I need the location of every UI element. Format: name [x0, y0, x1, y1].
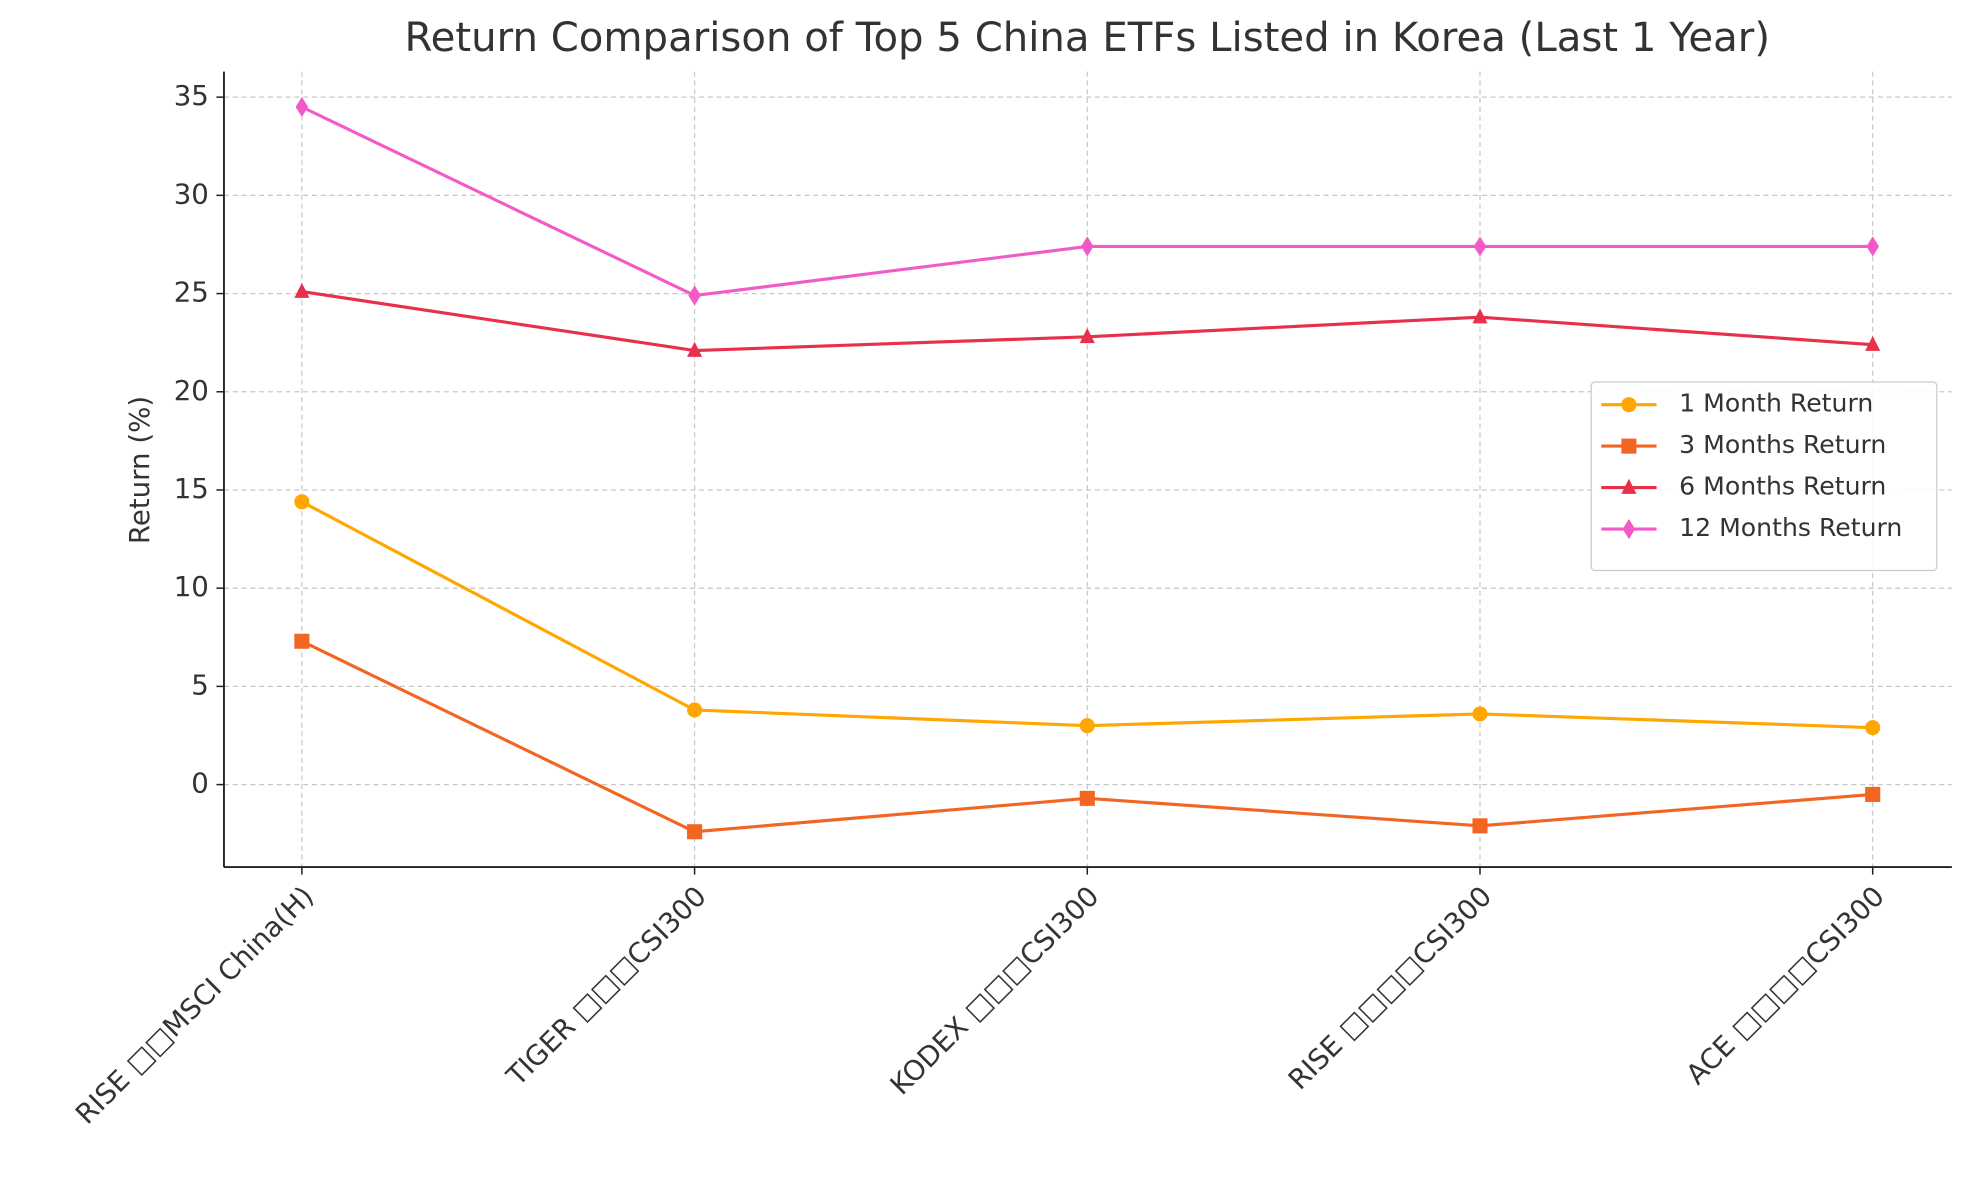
marker	[1621, 478, 1637, 494]
marker	[294, 494, 310, 510]
x-tick-label: RISE □□□□CSI300	[1282, 879, 1499, 1096]
marker	[1079, 790, 1095, 806]
marker	[1866, 236, 1879, 257]
y-tick-label: 5	[191, 668, 209, 701]
marker	[1621, 438, 1637, 454]
x-tick-label: KODEX □□□CSI300	[884, 879, 1106, 1101]
marker	[1865, 720, 1881, 736]
marker	[294, 633, 310, 649]
legend-label: 6 Months Return	[1679, 472, 1886, 501]
y-axis-label: Return (%)	[123, 396, 156, 544]
legend-label: 1 Month Return	[1679, 389, 1873, 418]
marker	[1079, 718, 1095, 734]
marker	[1621, 397, 1637, 413]
y-tick-label: 30	[174, 177, 209, 210]
y-tick-label: 15	[174, 472, 209, 505]
y-tick-label: 10	[174, 570, 209, 603]
y-tick-label: 25	[174, 276, 209, 309]
marker	[1472, 818, 1488, 834]
legend-label: 12 Months Return	[1679, 513, 1902, 542]
marker	[1079, 327, 1095, 344]
legend-label: 3 Months Return	[1679, 430, 1886, 459]
legend-box	[1590, 381, 1938, 572]
legend: 1 Month Return 3 Months Return 6 Months Re…	[1590, 381, 1938, 572]
marker	[687, 824, 703, 840]
x-tick-label: RISE □□MSCI China(H)	[69, 879, 320, 1130]
y-tick-label: 20	[174, 374, 209, 407]
x-tick-label: ACE □□□□CSI300	[1679, 879, 1890, 1090]
marker	[1472, 706, 1488, 722]
marker	[294, 282, 310, 298]
chart-title: Return Comparison of Top 5 China ETFs Li…	[405, 15, 1770, 61]
marker	[688, 285, 701, 306]
marker	[1472, 308, 1488, 324]
marker	[1081, 236, 1094, 257]
marker	[1622, 518, 1636, 540]
marker	[1865, 786, 1881, 802]
marker	[1473, 236, 1487, 257]
marker	[1865, 335, 1881, 351]
marker	[687, 702, 703, 718]
y-tick-label: 0	[191, 767, 209, 800]
x-tick-label: TIGER □□□CSI300	[499, 879, 712, 1092]
y-tick-label: 35	[174, 79, 209, 112]
marker	[295, 96, 309, 118]
marker	[687, 341, 703, 357]
